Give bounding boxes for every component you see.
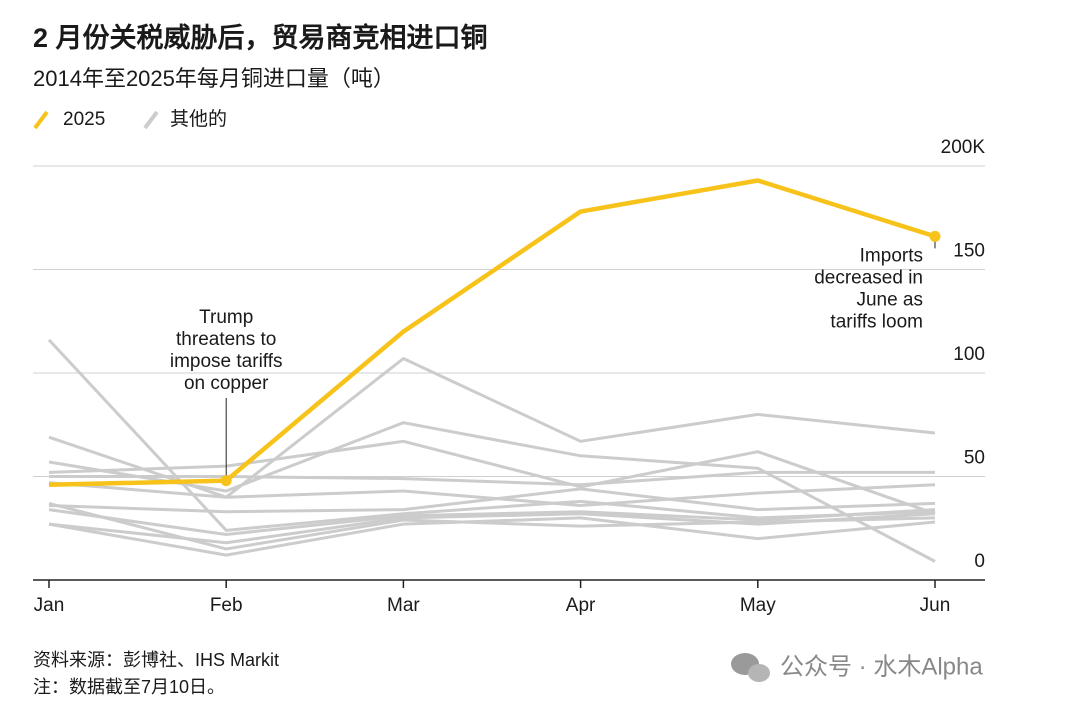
other-year-line bbox=[48, 439, 936, 516]
other-year-line bbox=[49, 470, 935, 487]
chart-title: 2 月份关税威胁后，贸易商竞相进口铜 bbox=[33, 22, 488, 53]
y-tick-label: 200K bbox=[941, 137, 986, 158]
note: 注：数据截至7月10日。 bbox=[33, 677, 225, 697]
point bbox=[220, 475, 232, 487]
x-tick-label: Feb bbox=[210, 595, 243, 616]
x-tick-label: May bbox=[740, 595, 776, 616]
annotation: impose tariffs bbox=[170, 351, 283, 372]
other-year-line bbox=[48, 481, 936, 507]
other-year-line bbox=[48, 508, 936, 536]
legend-swatch bbox=[143, 110, 159, 130]
x-tick-label: Jan bbox=[34, 595, 65, 616]
x-tick-label: Jun bbox=[920, 595, 951, 616]
other-year-line bbox=[48, 421, 936, 563]
annotation: on copper bbox=[184, 373, 269, 394]
wechat-icon bbox=[731, 653, 770, 682]
legend-label: 其他的 bbox=[170, 108, 227, 130]
annotation: June as bbox=[856, 289, 923, 310]
watermark: 公众号 · 水木Alpha bbox=[780, 653, 983, 680]
source: 资料来源：彭博社、IHS Markit bbox=[33, 650, 279, 670]
point bbox=[929, 230, 941, 242]
y-tick-label: 50 bbox=[964, 448, 985, 469]
y-tick-label: 150 bbox=[953, 241, 985, 262]
other-year-line bbox=[48, 487, 936, 514]
y-tick-label: 100 bbox=[953, 344, 985, 365]
chart-subtitle: 2014年至2025年每月铜进口量（吨） bbox=[33, 66, 395, 91]
annotation: tariffs loom bbox=[830, 311, 923, 332]
legend-label: 2025 bbox=[63, 109, 105, 130]
annotation: threatens to bbox=[176, 329, 276, 350]
annotation: Trump bbox=[199, 307, 253, 328]
annotation: Imports bbox=[860, 245, 923, 266]
x-tick-label: Mar bbox=[387, 595, 420, 616]
other-year-line bbox=[48, 501, 936, 551]
other-year-line bbox=[48, 516, 936, 557]
y-tick-label: 0 bbox=[974, 551, 985, 572]
annotation: decreased in bbox=[814, 267, 923, 288]
x-tick-label: Apr bbox=[566, 595, 596, 616]
line-2025 bbox=[48, 178, 936, 488]
legend-swatch bbox=[33, 110, 49, 130]
